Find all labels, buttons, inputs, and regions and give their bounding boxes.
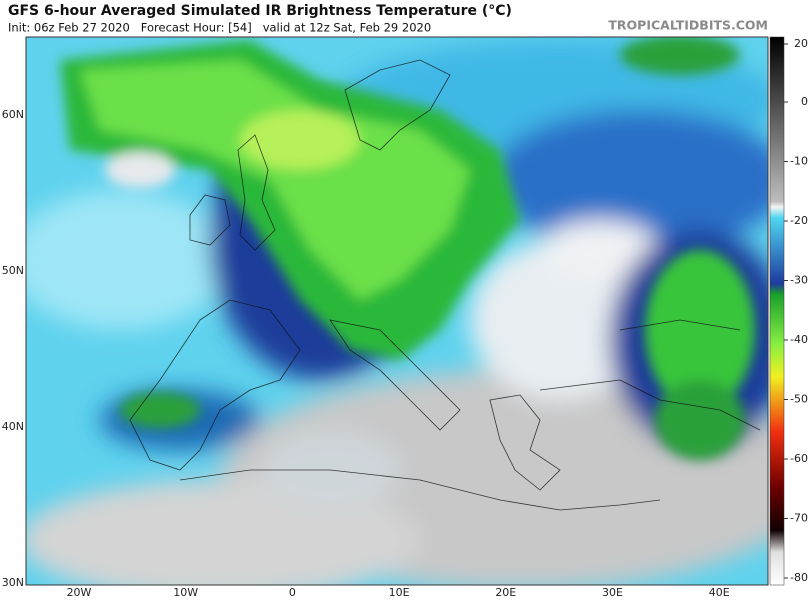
map-frame	[25, 36, 769, 586]
lon-label: 30E	[602, 586, 623, 599]
lon-label: 40E	[709, 586, 730, 599]
lat-label: 30N	[2, 576, 24, 589]
colorbar-label: -50	[790, 393, 808, 406]
labels: 60N 50N 40N 30N 20W 10W 0 10E 20E 30E 40E 20 0 -10 -20…	[2, 37, 808, 599]
colorbar-label: -60	[790, 452, 808, 465]
lon-label: 10E	[389, 586, 410, 599]
colorbar-label: -70	[790, 512, 808, 525]
colorbar-label: -10	[790, 155, 808, 168]
map-imagery	[26, 37, 768, 585]
lon-label: 0	[289, 586, 296, 599]
colorbar-label: 20	[794, 37, 808, 50]
lat-label: 60N	[2, 108, 24, 121]
title: GFS 6-hour Averaged Simulated IR Brightn…	[8, 3, 512, 19]
subtitle: Init: 06z Feb 27 2020 Forecast Hour: [54…	[8, 21, 431, 35]
lon-label: 20W	[67, 586, 92, 599]
colorbar-label: -40	[790, 333, 808, 346]
colorbar-label: -20	[790, 214, 808, 227]
lon-label: 10W	[173, 586, 198, 599]
colorbar	[769, 36, 785, 586]
lat-label: 50N	[2, 264, 24, 277]
lon-label: 20E	[495, 586, 516, 599]
lat-label: 40N	[2, 420, 24, 433]
credit: TROPICALTIDBITS.COM	[608, 18, 768, 33]
colorbar-label: -30	[790, 274, 808, 287]
colorbar-label: 0	[801, 95, 808, 108]
colorbar-label: -80	[790, 571, 808, 584]
